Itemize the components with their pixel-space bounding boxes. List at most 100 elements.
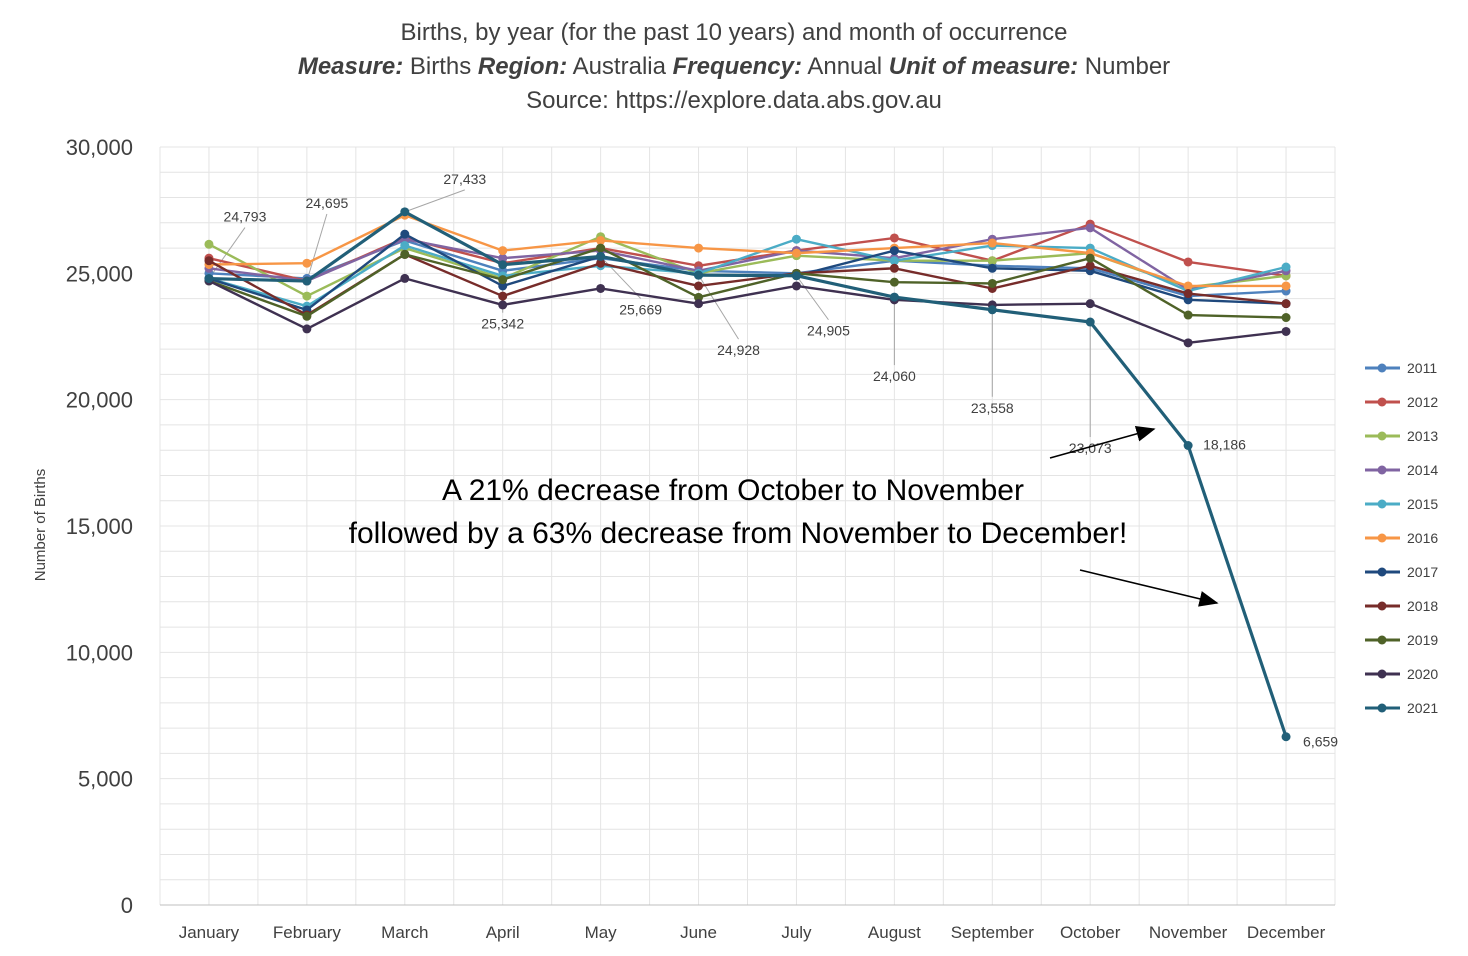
- data-label: 25,669: [619, 301, 662, 317]
- data-point: [791, 248, 801, 258]
- legend-label: 2018: [1407, 598, 1438, 614]
- data-point: [1183, 441, 1193, 451]
- chart-subtitle: Measure: Births Region: Australia Freque…: [0, 50, 1468, 84]
- data-point: [1085, 253, 1095, 263]
- data-point: [302, 276, 312, 286]
- data-point: [987, 256, 997, 266]
- x-tick-label: March: [381, 923, 428, 942]
- data-label: 24,060: [873, 368, 916, 384]
- x-tick-label: January: [179, 923, 240, 942]
- data-point: [694, 299, 704, 309]
- annotation-arrow-december: [1079, 569, 1219, 607]
- y-tick-label: 15,000: [66, 514, 133, 539]
- x-tick-label: October: [1060, 923, 1121, 942]
- legend-item-2018: 2018: [1365, 598, 1438, 614]
- legend-label: 2020: [1407, 666, 1438, 682]
- data-point: [302, 258, 312, 268]
- legend-swatch-marker: [1377, 397, 1387, 407]
- legend-label: 2021: [1407, 700, 1438, 716]
- data-point: [1183, 338, 1193, 348]
- data-point: [400, 273, 410, 283]
- y-tick-label: 30,000: [66, 135, 133, 160]
- data-point: [498, 300, 508, 310]
- leader-line: [404, 189, 465, 213]
- legend-label: 2013: [1407, 428, 1438, 444]
- legend-swatch-marker: [1377, 601, 1387, 611]
- series-lines: [204, 207, 1291, 742]
- x-tick-label: July: [781, 923, 812, 942]
- legend-item-2015: 2015: [1365, 496, 1438, 512]
- data-point: [498, 275, 508, 285]
- leader-line: [796, 275, 829, 321]
- data-point: [1183, 281, 1193, 291]
- legend-item-2021: 2021: [1365, 700, 1438, 716]
- data-label: 24,928: [717, 342, 760, 358]
- region-label: Region:: [477, 53, 568, 80]
- data-point: [1281, 313, 1291, 323]
- chart-title-block: Births, by year (for the past 10 years) …: [0, 16, 1468, 118]
- y-axis-label: Number of Births: [32, 469, 49, 582]
- legend-swatch-marker: [1377, 635, 1387, 645]
- legend-swatch-marker: [1377, 533, 1387, 543]
- data-point: [1281, 732, 1291, 742]
- legend-label: 2019: [1407, 632, 1438, 648]
- data-point: [596, 258, 606, 268]
- data-label: 27,433: [443, 171, 486, 187]
- legend-item-2012: 2012: [1365, 394, 1438, 410]
- legend-label: 2014: [1407, 462, 1438, 478]
- data-point: [498, 291, 508, 301]
- region-value: Australia: [572, 53, 666, 80]
- data-point: [987, 238, 997, 248]
- x-tick-label: February: [273, 923, 342, 942]
- data-label: 6,659: [1303, 734, 1338, 750]
- x-tick-label: May: [585, 923, 618, 942]
- chart-title: Births, by year (for the past 10 years) …: [400, 19, 1068, 46]
- legend-swatch-marker: [1377, 703, 1387, 713]
- data-point: [889, 256, 899, 266]
- data-point: [400, 241, 410, 251]
- data-point: [1183, 310, 1193, 320]
- data-label: 24,793: [224, 209, 267, 225]
- data-point: [1281, 326, 1291, 336]
- x-tick-label: June: [680, 923, 717, 942]
- data-point: [1085, 299, 1095, 309]
- y-tick-label: 20,000: [66, 388, 133, 413]
- annotation-arrow-november: [1049, 426, 1156, 459]
- series-2019: [204, 243, 1291, 323]
- legend-swatch-marker: [1377, 465, 1387, 475]
- unit-label: Unit of measure:: [888, 53, 1079, 80]
- y-tick-label: 5,000: [78, 767, 133, 792]
- legend-label: 2012: [1407, 394, 1438, 410]
- data-point: [1183, 295, 1193, 305]
- data-label: 24,695: [305, 195, 348, 211]
- series-line: [208, 210, 1288, 738]
- data-point: [1085, 223, 1095, 233]
- data-point: [889, 263, 899, 273]
- data-point: [694, 270, 704, 280]
- series-line: [208, 238, 1287, 308]
- data-point: [596, 243, 606, 253]
- data-point: [498, 260, 508, 270]
- x-tick-label: August: [868, 923, 921, 942]
- measure-label: Measure:: [297, 53, 404, 80]
- data-label: 24,905: [807, 323, 850, 339]
- legend-item-2016: 2016: [1365, 530, 1438, 546]
- legend-item-2019: 2019: [1365, 632, 1438, 648]
- legend-label: 2011: [1407, 360, 1437, 376]
- data-point: [204, 239, 214, 249]
- data-point: [400, 249, 410, 259]
- data-point: [1281, 299, 1291, 309]
- y-tick-label: 10,000: [66, 640, 133, 665]
- series-2021: [204, 207, 1291, 742]
- legend-swatch-marker: [1377, 499, 1387, 509]
- frequency-label: Frequency:: [672, 53, 802, 80]
- data-point: [596, 283, 606, 293]
- data-label: 23,558: [971, 400, 1014, 416]
- series-line: [208, 246, 1287, 319]
- x-tick-label: September: [951, 923, 1034, 942]
- legend-swatch-marker: [1377, 669, 1387, 679]
- data-point: [302, 291, 312, 301]
- data-point: [204, 256, 214, 266]
- data-point: [791, 234, 801, 244]
